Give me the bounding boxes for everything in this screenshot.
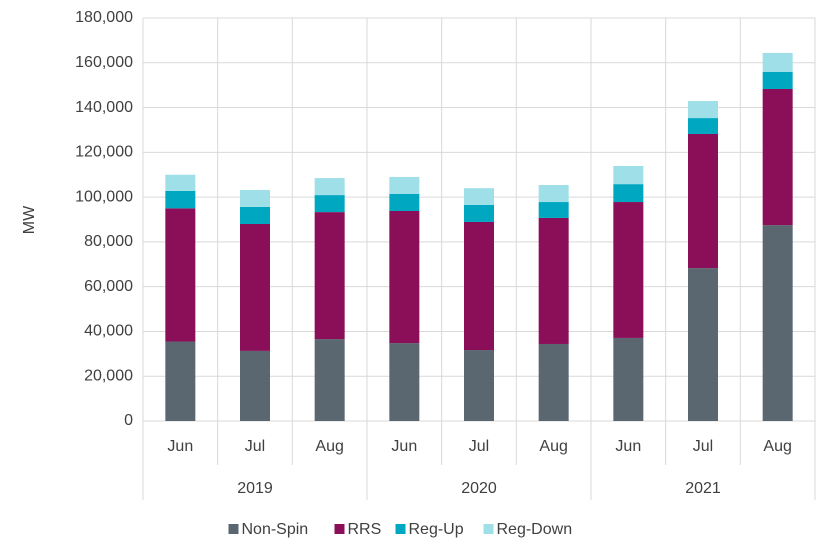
bar-segment — [688, 268, 718, 421]
bar-segment — [165, 208, 196, 342]
bar-segment — [464, 188, 494, 205]
y-tick-label: 20,000 — [84, 367, 133, 384]
bar-segment — [165, 341, 196, 421]
y-axis-label: MW — [21, 205, 38, 234]
legend-swatch — [334, 524, 345, 534]
bar-segment — [688, 133, 718, 269]
bar-segment — [613, 165, 644, 185]
bar-segment — [538, 343, 569, 421]
bar-segment — [240, 206, 270, 224]
bar-segment — [613, 202, 644, 338]
bar-segment — [389, 343, 420, 421]
y-tick-label: 160,000 — [75, 54, 133, 71]
y-tick-label: 140,000 — [75, 99, 133, 116]
bar-segment — [464, 350, 494, 421]
group-label: 2021 — [685, 480, 721, 497]
bar-segment — [240, 223, 270, 351]
legend-label: Reg-Up — [409, 521, 464, 538]
bar-segment — [240, 350, 270, 421]
y-tick-label: 120,000 — [75, 144, 133, 161]
x-tick-label: Jun — [167, 438, 193, 455]
bar-segment — [688, 101, 718, 119]
bar-segment — [613, 184, 644, 203]
x-tick-label: Aug — [315, 438, 343, 455]
legend-label: Non-Spin — [242, 521, 309, 538]
bar-segment — [389, 176, 420, 194]
y-tick-label: 60,000 — [84, 278, 133, 295]
y-tick-label: 40,000 — [84, 323, 133, 340]
group-label: 2019 — [237, 480, 273, 497]
x-tick-label: Aug — [539, 438, 567, 455]
legend-swatch — [483, 524, 494, 534]
legend-swatch — [228, 524, 239, 534]
y-tick-label: 180,000 — [75, 9, 133, 26]
bar-segment — [464, 204, 494, 222]
x-tick-label: Aug — [763, 438, 791, 455]
bar-segment — [389, 210, 420, 344]
legend-swatch — [395, 524, 406, 534]
x-tick-label: Jul — [245, 438, 265, 455]
y-tick-label: 0 — [124, 412, 133, 429]
legend-label: Reg-Down — [497, 521, 573, 538]
legend-label: RRS — [348, 521, 382, 538]
x-tick-label: Jun — [615, 438, 641, 455]
x-tick-label: Jul — [469, 438, 489, 455]
x-tick-label: Jun — [391, 438, 417, 455]
bar-segment — [314, 195, 345, 213]
bar-segment — [762, 71, 793, 89]
bar-segment — [464, 221, 494, 351]
bar-segment — [389, 193, 420, 211]
bar-segment — [165, 190, 196, 209]
bar-segment — [762, 52, 793, 72]
x-tick-label: Jul — [693, 438, 713, 455]
bar-segment — [165, 174, 196, 191]
bar-segment — [314, 339, 345, 421]
bar-segment — [240, 189, 270, 207]
bar-segment — [538, 185, 569, 203]
group-label: 2020 — [461, 480, 497, 497]
bar-segment — [538, 202, 569, 218]
bar-segment — [762, 225, 793, 421]
bar-segment — [538, 217, 569, 344]
bar-segment — [762, 88, 793, 226]
y-tick-label: 100,000 — [75, 188, 133, 205]
bar-segment — [688, 118, 718, 134]
bar-segment — [314, 212, 345, 340]
y-tick-label: 80,000 — [84, 233, 133, 250]
bar-segment — [314, 178, 345, 196]
bar-segment — [613, 337, 644, 421]
